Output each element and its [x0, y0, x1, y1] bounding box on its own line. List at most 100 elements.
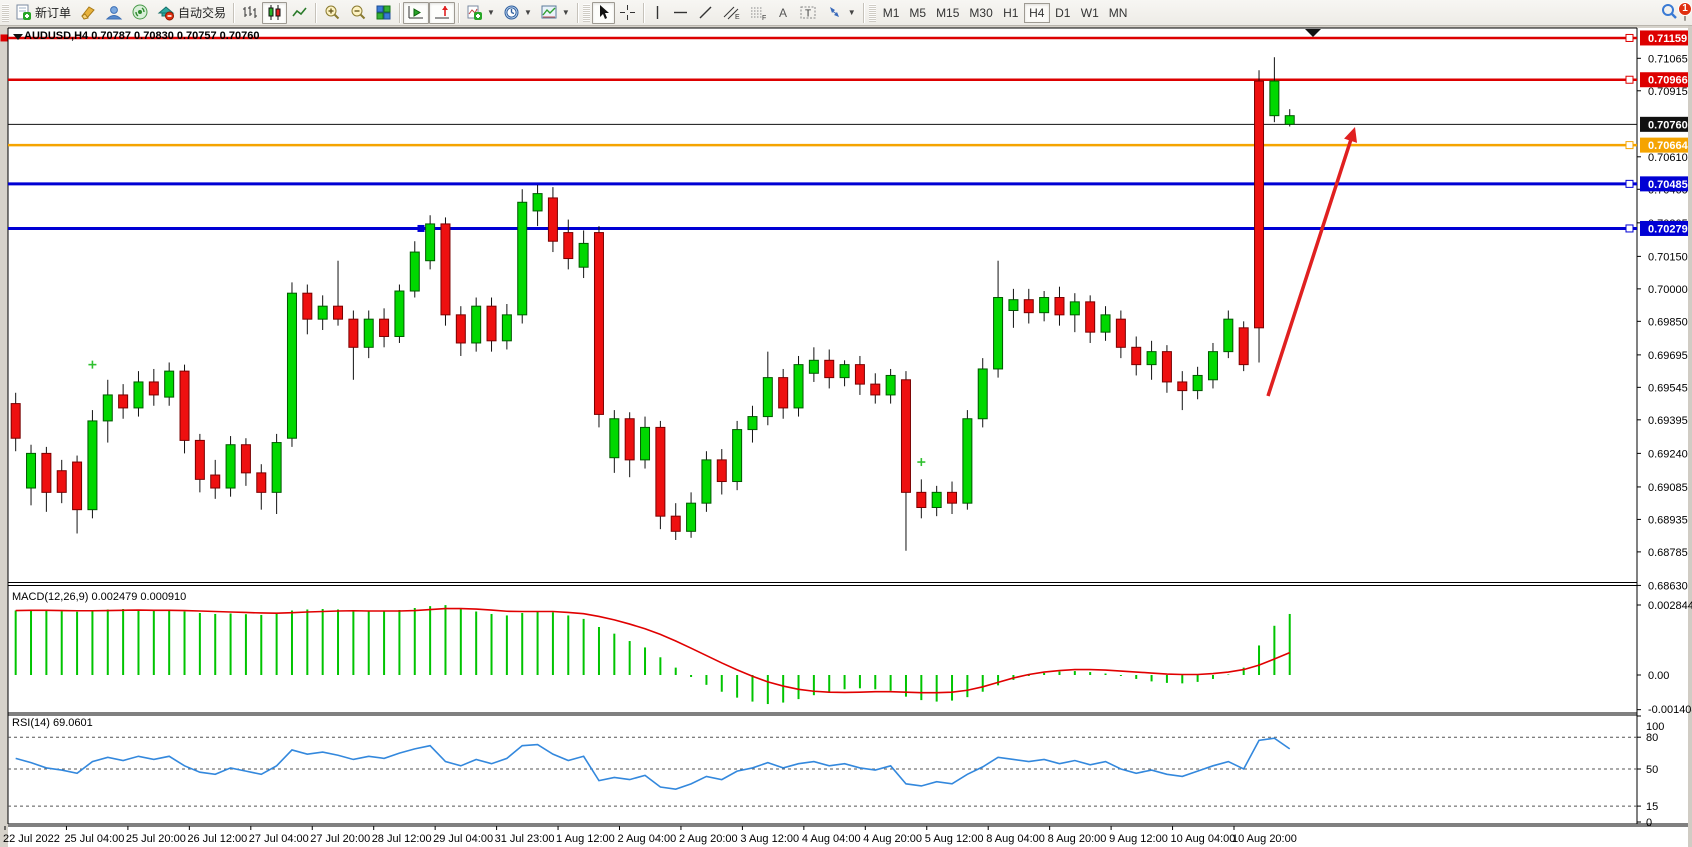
fibonacci-button[interactable]: F — [745, 2, 772, 24]
shapes-arrows-icon — [826, 4, 844, 21]
chart-window: 0.710650.709150.706100.704600.703050.701… — [0, 26, 1692, 847]
templates-caret-icon: ▼ — [561, 8, 570, 17]
candlestick-icon — [266, 4, 283, 21]
bar-chart-button[interactable] — [237, 2, 262, 24]
chart-canvas[interactable]: 0.710650.709150.706100.704600.703050.701… — [0, 26, 1692, 847]
periods-button[interactable]: ▼ — [499, 2, 536, 24]
notification-badge: 1 — [1678, 1, 1692, 16]
crosshair-button[interactable] — [615, 2, 640, 24]
channel-button[interactable]: E — [718, 2, 745, 24]
shapes-caret-icon: ▼ — [847, 8, 856, 17]
text-label-icon: T — [799, 4, 818, 21]
svg-text:0.71065: 0.71065 — [1648, 53, 1688, 65]
toolbar-grip[interactable] — [2, 3, 9, 22]
timeframe-H4[interactable]: H4 — [1023, 2, 1050, 23]
svg-text:0.69695: 0.69695 — [1648, 350, 1688, 362]
svg-text:-0.001408: -0.001408 — [1648, 704, 1692, 716]
svg-text:10 Aug 04:00: 10 Aug 04:00 — [1171, 833, 1236, 845]
candlestick-chart-button[interactable] — [262, 1, 288, 24]
svg-text:5 Aug 12:00: 5 Aug 12:00 — [925, 833, 984, 845]
svg-text:4 Aug 20:00: 4 Aug 20:00 — [863, 833, 922, 845]
bar-chart-icon — [241, 4, 258, 21]
zoom-in-button[interactable] — [319, 2, 345, 24]
svg-text:27 Jul 20:00: 27 Jul 20:00 — [310, 833, 370, 845]
svg-text:A: A — [779, 6, 787, 20]
svg-text:0.69085: 0.69085 — [1648, 482, 1688, 494]
text-label-button[interactable]: T — [795, 2, 822, 24]
svg-text:T: T — [805, 9, 811, 20]
svg-text:0.70150: 0.70150 — [1648, 251, 1688, 263]
svg-text:0.70664: 0.70664 — [1648, 140, 1689, 152]
indicators-button[interactable]: ▼ — [462, 2, 499, 24]
timeframe-H1[interactable]: H1 — [1003, 5, 1019, 20]
zoom-in-icon — [323, 4, 341, 21]
new-order-button[interactable]: 新订单 — [11, 2, 75, 24]
new-order-icon — [15, 4, 32, 21]
svg-text:25 Jul 04:00: 25 Jul 04:00 — [64, 833, 124, 845]
svg-text:31 Jul 23:00: 31 Jul 23:00 — [495, 833, 555, 845]
shapes-button[interactable]: ▼ — [822, 2, 860, 24]
indicators-caret-icon: ▼ — [487, 8, 495, 17]
vertical-line-icon — [651, 4, 664, 21]
line-chart-button[interactable] — [287, 2, 312, 24]
text-icon: A — [776, 4, 791, 21]
chart-shift-button[interactable] — [429, 1, 456, 24]
cursor-icon — [596, 4, 611, 21]
timeframe-D1[interactable]: D1 — [1055, 5, 1071, 20]
vertical-line-button[interactable] — [647, 2, 668, 24]
trendline-icon — [697, 4, 714, 21]
svg-text:0.68935: 0.68935 — [1648, 514, 1688, 526]
trendline-button[interactable] — [693, 2, 718, 24]
auto-scroll-button[interactable] — [403, 1, 430, 24]
svg-text:10 Aug 20:00: 10 Aug 20:00 — [1232, 833, 1297, 845]
svg-text:15: 15 — [1646, 801, 1658, 813]
toolbar: 新订单 — [0, 0, 1692, 26]
signals-button[interactable] — [127, 2, 153, 24]
timeframe-MN[interactable]: MN — [1108, 5, 1128, 20]
svg-text:2 Aug 04:00: 2 Aug 04:00 — [618, 833, 677, 845]
line-chart-icon — [291, 4, 308, 21]
svg-text:22 Jul 2022: 22 Jul 2022 — [3, 833, 60, 845]
channel-icon: E — [722, 4, 741, 21]
templates-button[interactable]: ▼ — [536, 2, 574, 24]
autotrading-button[interactable]: 自动交易 — [153, 2, 230, 24]
expert-advisors-button[interactable] — [101, 2, 127, 24]
styler-button[interactable] — [75, 2, 101, 24]
text-button[interactable]: A — [772, 2, 795, 24]
timeframe-M30[interactable]: M30 — [969, 5, 993, 20]
timeframe-M15[interactable]: M15 — [936, 5, 960, 20]
svg-text:3 Aug 12:00: 3 Aug 12:00 — [740, 833, 799, 845]
horizontal-line-button[interactable] — [668, 2, 693, 24]
macd-indicator-label: MACD(12,26,9) 0.002479 0.000910 — [12, 591, 187, 603]
svg-text:0.69850: 0.69850 — [1648, 316, 1688, 328]
svg-text:0.70915: 0.70915 — [1648, 86, 1688, 98]
svg-text:9 Aug 12:00: 9 Aug 12:00 — [1109, 833, 1168, 845]
timeframe-M5[interactable]: M5 — [909, 5, 927, 20]
svg-text:0.70760: 0.70760 — [1648, 119, 1688, 131]
notifications-button[interactable]: 1 — [1678, 1, 1692, 21]
timeframe-W1[interactable]: W1 — [1080, 5, 1099, 20]
time-axis[interactable] — [8, 824, 1637, 847]
svg-text:50: 50 — [1646, 764, 1658, 776]
search-icon[interactable] — [1660, 2, 1678, 23]
svg-text:0.70485: 0.70485 — [1648, 179, 1688, 191]
cursor-button[interactable] — [591, 1, 615, 24]
template-icon — [540, 4, 558, 21]
svg-text:27 Jul 04:00: 27 Jul 04:00 — [249, 833, 309, 845]
auto-scroll-icon — [407, 4, 425, 21]
svg-text:0.69545: 0.69545 — [1648, 382, 1688, 394]
tile-windows-button[interactable] — [371, 2, 396, 24]
toolbar-grip-3[interactable] — [868, 3, 876, 22]
rsi-indicator-label: RSI(14) 69.0601 — [12, 717, 93, 729]
svg-text:0.70000: 0.70000 — [1648, 284, 1688, 296]
zoom-out-button[interactable] — [345, 2, 371, 24]
fibonacci-icon: F — [749, 4, 768, 21]
svg-text:E: E — [735, 14, 740, 21]
timeframe-M1[interactable]: M1 — [882, 5, 900, 20]
toolbar-grip-2[interactable] — [582, 3, 590, 22]
svg-text:28 Jul 12:00: 28 Jul 12:00 — [372, 833, 432, 845]
price-axis[interactable] — [1637, 28, 1688, 847]
new-order-label: 新订单 — [35, 6, 72, 20]
svg-text:25 Jul 20:00: 25 Jul 20:00 — [126, 833, 186, 845]
